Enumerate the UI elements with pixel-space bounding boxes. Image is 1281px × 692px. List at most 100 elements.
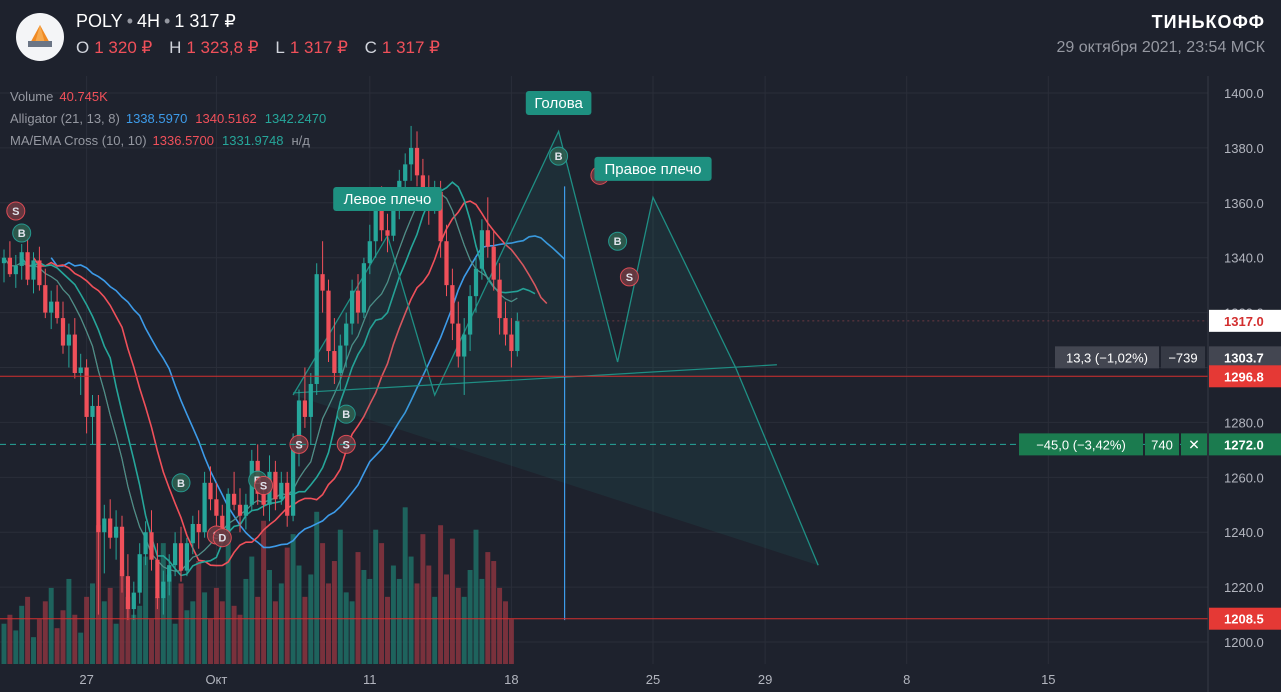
signal-marker	[549, 146, 569, 166]
volume-bar	[149, 619, 154, 664]
open-value: 1 320 ₽	[94, 38, 153, 57]
volume-bar	[349, 601, 355, 664]
candle-body	[338, 345, 343, 373]
candle-body	[462, 334, 467, 357]
volume-bar	[337, 529, 343, 664]
candle-body	[108, 518, 113, 538]
position-qty-label: −739	[1168, 350, 1197, 365]
pattern-label: Левое плечо	[344, 191, 432, 208]
grid	[0, 76, 1208, 664]
volume-bar	[267, 569, 272, 664]
volume-bar	[219, 601, 225, 664]
candle-body	[261, 493, 266, 505]
volume-bar	[13, 630, 19, 664]
signal-marker	[608, 231, 628, 251]
candle-body	[37, 260, 42, 286]
ma-line-alligator-teeth	[32, 200, 548, 567]
candle-body	[497, 279, 502, 319]
volume-bar	[320, 543, 326, 664]
ma-line-alligator-jaw	[50, 235, 566, 549]
volume-bar	[302, 596, 308, 664]
timeframe-label[interactable]: 4H	[137, 11, 161, 31]
last-price: 1 317 ₽	[174, 11, 236, 31]
high-key: H	[169, 38, 182, 57]
pattern-neckline	[293, 364, 777, 394]
candle-body	[355, 290, 361, 313]
legend-volume[interactable]: Volume 40.745K	[10, 86, 334, 108]
candle-body	[7, 257, 13, 275]
price-tick-label: 1220.0	[1224, 580, 1264, 595]
volume-bar	[432, 596, 438, 664]
volume-bar	[31, 637, 36, 664]
candle-body	[155, 559, 160, 599]
candle-body	[143, 532, 148, 555]
volume-bar	[503, 601, 508, 664]
volume-bar	[479, 578, 485, 664]
low-value: 1 317 ₽	[289, 38, 348, 57]
volume-bar	[290, 534, 296, 664]
volume-bar	[66, 578, 72, 664]
separator-dot: •	[164, 11, 171, 31]
ticker-line: POLY • 4H • 1 317 ₽	[76, 11, 236, 32]
time-tick-label: 25	[646, 672, 660, 687]
signal-marker	[254, 476, 274, 496]
volume-bar	[19, 605, 25, 664]
candle-body	[285, 482, 290, 516]
candle-body	[373, 208, 378, 242]
close-order-button[interactable]	[1181, 433, 1207, 456]
signal-label: S	[343, 439, 350, 451]
price-tag-bg	[1209, 433, 1281, 456]
pattern-fill	[293, 131, 819, 566]
candle-body	[273, 471, 278, 500]
broker-brand: ТИНЬКОФФ	[1151, 12, 1265, 32]
price-tag-label: 1317.0	[1224, 314, 1264, 329]
signal-label: S	[626, 272, 633, 284]
price-axis: 1200.01220.01240.01260.01280.01300.01320…	[1207, 76, 1281, 692]
legend-alligator[interactable]: Alligator (21, 13, 8) 1338.5970 1340.5162 1…	[10, 108, 334, 130]
candle-body	[84, 367, 89, 417]
candle-body	[450, 285, 455, 324]
volume-bar	[84, 596, 90, 664]
signal-marker	[12, 223, 32, 243]
volume-bar	[402, 507, 408, 664]
volume-bar	[473, 529, 479, 664]
position-tag-bg	[1019, 433, 1143, 456]
pattern-label-box	[594, 156, 712, 181]
volume-bar	[278, 583, 284, 664]
pattern-label: Правое плечо	[605, 161, 702, 178]
volume-bar	[237, 614, 243, 664]
signal-label: B	[342, 409, 350, 421]
volume-bar	[178, 583, 184, 664]
alligator-teeth-value: 1340.5162	[195, 111, 257, 126]
volume-bar	[231, 605, 237, 664]
time-tick-label: Окт	[205, 672, 227, 687]
candle-body	[190, 523, 195, 544]
volume-bar	[485, 552, 491, 664]
candle-body	[444, 241, 449, 286]
price-tick-label: 1280.0	[1224, 415, 1264, 430]
ma-ema-label: MA/EMA Cross (10, 10)	[10, 133, 147, 148]
volume-bar	[361, 569, 367, 664]
volume-bar	[119, 569, 125, 664]
candle-body	[25, 252, 30, 280]
position-qty-bg	[1145, 433, 1179, 456]
volume-bar	[143, 556, 149, 664]
legend-ma-ema[interactable]: MA/EMA Cross (10, 10) 1336.5700 1331.9748 н…	[10, 130, 334, 152]
symbol-label[interactable]: POLY	[76, 11, 123, 31]
candle-body	[60, 318, 66, 346]
candle-body	[78, 367, 83, 373]
signal-label: B	[614, 236, 622, 248]
candle-body	[125, 576, 131, 610]
signal-label: S	[260, 481, 267, 493]
volume-bar	[261, 520, 267, 664]
candle-body	[349, 290, 355, 324]
candle-body	[344, 323, 349, 346]
signal-label: D	[218, 533, 226, 545]
volume-bar	[42, 601, 48, 664]
candle-body	[361, 263, 367, 313]
volume-bar	[225, 538, 231, 664]
volume-bar	[272, 601, 278, 664]
candle-body	[184, 543, 190, 571]
